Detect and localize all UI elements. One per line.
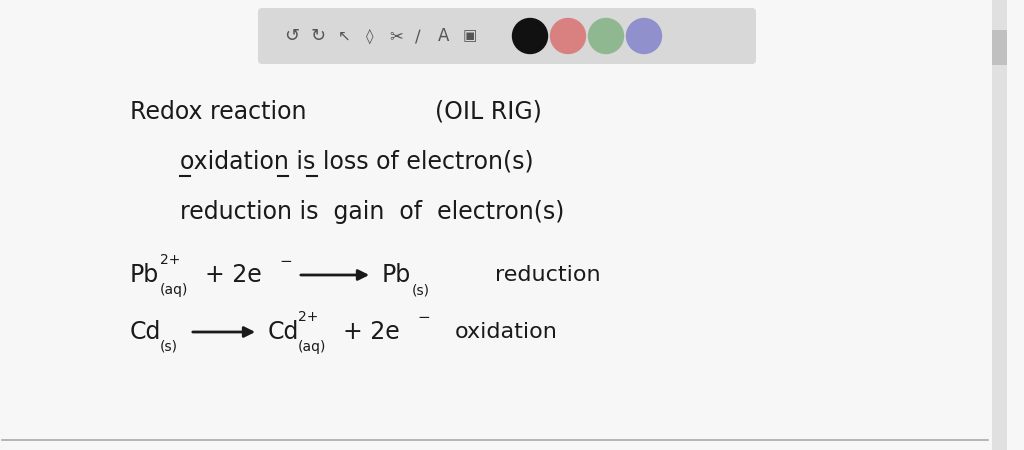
Text: ↻: ↻ [310, 27, 326, 45]
Text: + 2e: + 2e [343, 320, 399, 344]
Text: ∕: ∕ [415, 27, 421, 45]
Circle shape [589, 18, 624, 54]
Text: Redox reaction: Redox reaction [130, 100, 306, 124]
Circle shape [512, 18, 548, 54]
Text: + 2e: + 2e [205, 263, 262, 287]
Text: reduction is  gain  of  electron(s): reduction is gain of electron(s) [180, 200, 564, 224]
Text: (s): (s) [160, 340, 178, 354]
Text: Cd: Cd [130, 320, 162, 344]
Text: 2+: 2+ [160, 253, 180, 267]
Text: (aq): (aq) [160, 283, 188, 297]
Text: 2+: 2+ [298, 310, 318, 324]
Text: Cd: Cd [268, 320, 299, 344]
Text: −: − [279, 253, 292, 269]
Text: ↺: ↺ [285, 27, 300, 45]
Text: ◊: ◊ [367, 28, 374, 44]
Text: oxidation is loss of electron(s): oxidation is loss of electron(s) [180, 150, 534, 174]
Bar [992, 30, 1007, 65]
Text: (s): (s) [412, 283, 430, 297]
Text: −: − [417, 310, 430, 325]
Circle shape [627, 18, 662, 54]
Text: (aq): (aq) [298, 340, 327, 354]
Circle shape [551, 18, 586, 54]
Text: A: A [438, 27, 450, 45]
Text: oxidation: oxidation [455, 322, 558, 342]
Bar [992, 0, 1007, 450]
Text: reduction: reduction [495, 265, 601, 285]
Text: ▣: ▣ [463, 28, 477, 44]
Text: Pb: Pb [382, 263, 412, 287]
Text: Pb: Pb [130, 263, 160, 287]
Text: (OIL RIG): (OIL RIG) [435, 100, 542, 124]
Text: ↖: ↖ [338, 28, 350, 44]
Text: ✂: ✂ [389, 27, 402, 45]
FancyBboxPatch shape [258, 8, 756, 64]
